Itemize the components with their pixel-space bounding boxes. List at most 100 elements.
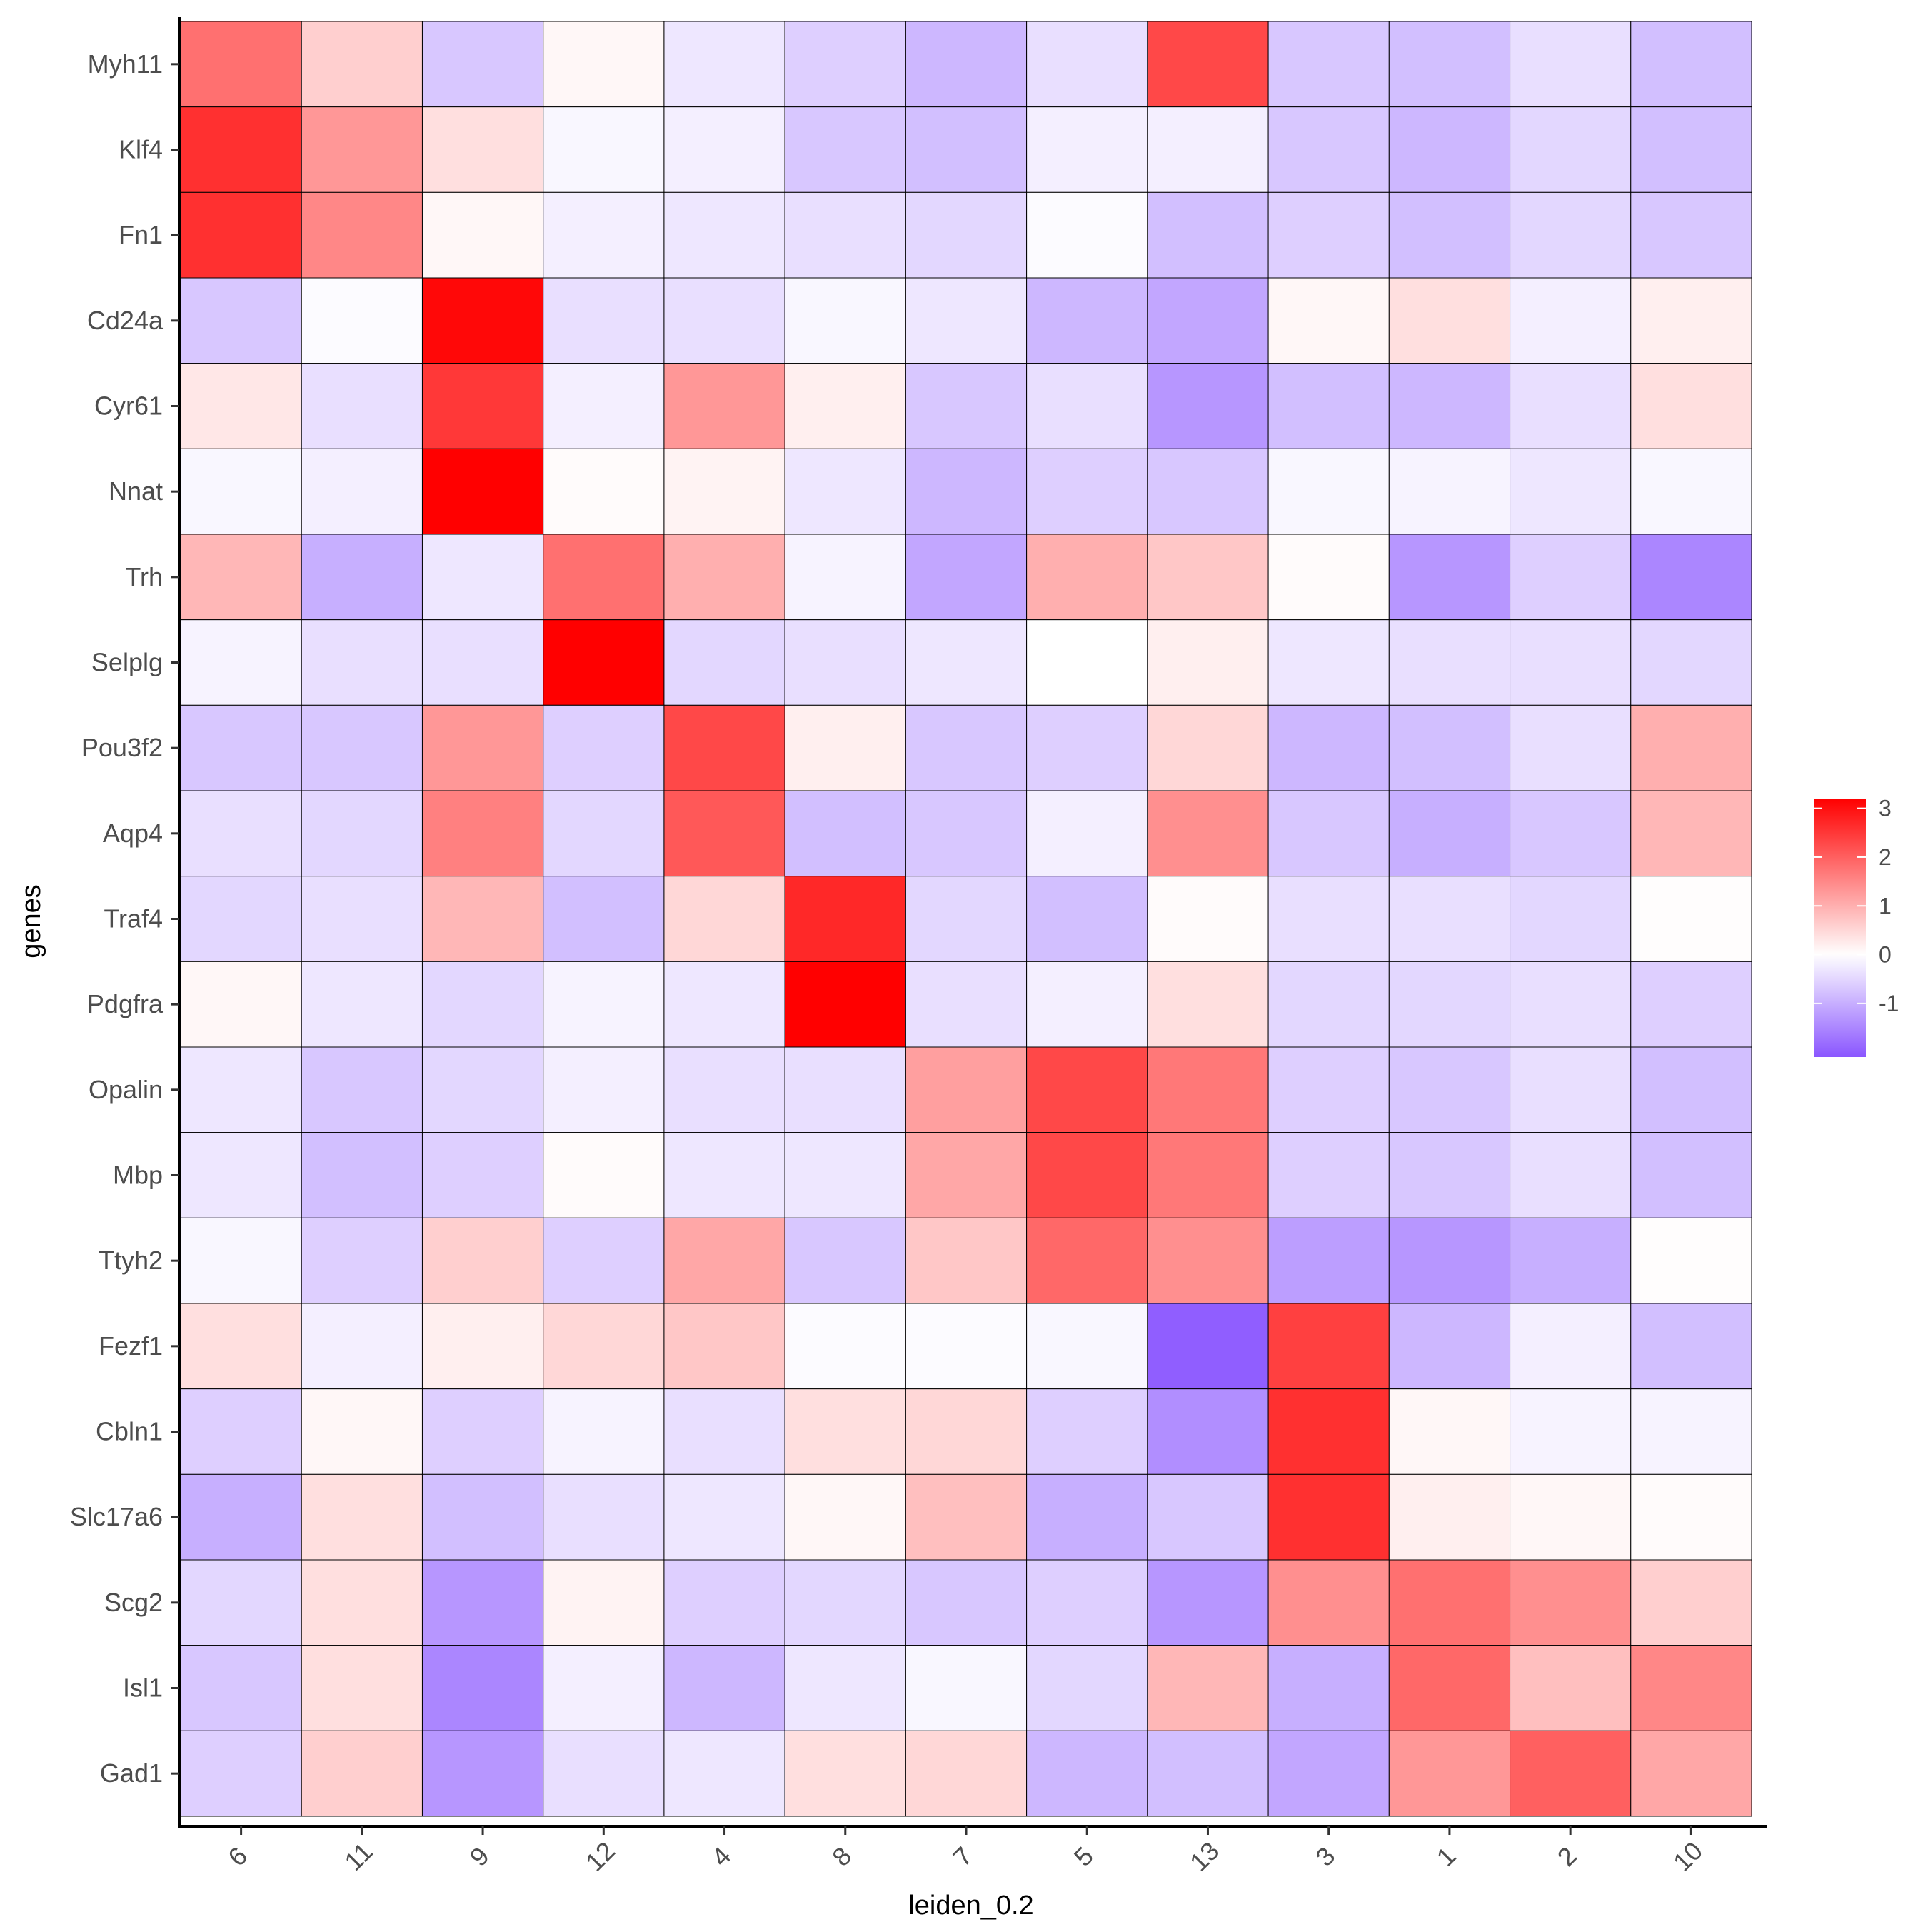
heatmap-cell [1388,1303,1511,1390]
heatmap-cell [784,1559,906,1646]
heatmap-cell [301,1217,423,1304]
heatmap-cell [1267,1303,1390,1390]
heatmap-cell [1388,1388,1511,1475]
heatmap-cell [784,534,906,621]
heatmap-cell [1630,448,1752,535]
heatmap-cell [784,1132,906,1218]
x-tick-label: 8 [826,1841,857,1872]
heatmap-cell [1630,1388,1752,1475]
heatmap-cell [1147,1303,1269,1390]
heatmap-cell [301,363,423,449]
heatmap-cell [543,1473,665,1561]
heatmap-cell [180,619,302,706]
heatmap-cell [1630,704,1752,791]
heatmap-cell [543,534,665,621]
heatmap-cell [1267,21,1390,108]
heatmap-cell [180,106,302,193]
heatmap-cell [663,277,785,364]
heatmap-cell [543,106,665,193]
heatmap-cell [421,1046,544,1133]
heatmap-cell [1510,106,1632,193]
heatmap-cell [180,1217,302,1304]
heatmap-cell [1388,277,1511,364]
heatmap-cell [543,1046,665,1133]
heatmap-cell [905,961,1028,1048]
heatmap-cell [180,21,302,108]
heatmap-cell [784,876,906,962]
heatmap-cell [905,876,1028,962]
heatmap-cell [1267,619,1390,706]
heatmap-cell [905,277,1028,364]
colorbar-tick-label: 2 [1879,844,1892,870]
heatmap-cell [1267,961,1390,1048]
heatmap-cell [180,1730,302,1817]
heatmap-cell [1388,21,1511,108]
heatmap-cell [905,619,1028,706]
heatmap-cell [1026,1645,1148,1731]
heatmap-cell [663,1645,785,1731]
heatmap-cell [1026,1388,1148,1475]
heatmap-cell [301,277,423,364]
heatmap-cell [1267,1645,1390,1731]
heatmap-cell [663,1559,785,1646]
heatmap-cell [421,363,544,449]
heatmap-cell [1267,106,1390,193]
heatmap-cell [421,448,544,535]
heatmap-cell [301,191,423,279]
heatmap-cell [1026,619,1148,706]
heatmap-cell [784,704,906,791]
heatmap-cell [1510,448,1632,535]
heatmap-cell [663,363,785,449]
heatmap-cell [905,448,1028,535]
heatmap-cell [421,619,544,706]
heatmap-cell [1267,1559,1390,1646]
x-tick-label: 13 [1184,1836,1225,1877]
heatmap-cell [543,1217,665,1304]
colorbar-legend: 3 2 1 0 -1 [1814,796,1899,1057]
heatmap-cell [1267,1132,1390,1218]
heatmap-cell [1510,534,1632,621]
heatmap-cell [1026,1132,1148,1218]
heatmap-cell [421,1645,544,1731]
heatmap-cell [905,106,1028,193]
heatmap-cell [1267,1388,1390,1475]
heatmap-cell [1026,1303,1148,1390]
heatmap-cell [1267,790,1390,877]
heatmap-cell [1630,1730,1752,1817]
x-tick-label: 1 [1431,1841,1462,1872]
heatmap-cell [1147,704,1269,791]
heatmap-cell [1510,1559,1632,1646]
y-tick-label: Pdgfra [87,989,164,1018]
heatmap-cell [663,876,785,962]
heatmap-cell [1510,363,1632,449]
heatmap-cell [180,448,302,535]
heatmap-cell [1147,1132,1269,1218]
heatmap-cell [1147,1388,1269,1475]
heatmap-cell [1026,790,1148,877]
heatmap-cell [1510,1046,1632,1133]
axes [178,17,1767,1828]
heatmap-cell [1026,191,1148,279]
y-tick-label: Mbp [113,1161,163,1190]
heatmap-cell [301,619,423,706]
y-tick-label: Cyr61 [94,391,163,421]
heatmap-cell [784,961,906,1048]
heatmap-cell [301,21,423,108]
heatmap-cell [1510,21,1632,108]
heatmap-cell [784,619,906,706]
heatmap-cell [905,363,1028,449]
heatmap-cell [784,106,906,193]
heatmap-cell [301,704,423,791]
heatmap-cell [301,1388,423,1475]
heatmap-cell [1510,1730,1632,1817]
heatmap-cell [421,1388,544,1475]
heatmap-cell [301,534,423,621]
heatmap-cell [1630,191,1752,279]
heatmap-cell [1026,876,1148,962]
heatmap-cell [1267,1217,1390,1304]
heatmap-cell [905,1388,1028,1475]
heatmap-cell [784,1217,906,1304]
heatmap-cell [1267,1730,1390,1817]
x-tick-label: 12 [580,1836,621,1877]
